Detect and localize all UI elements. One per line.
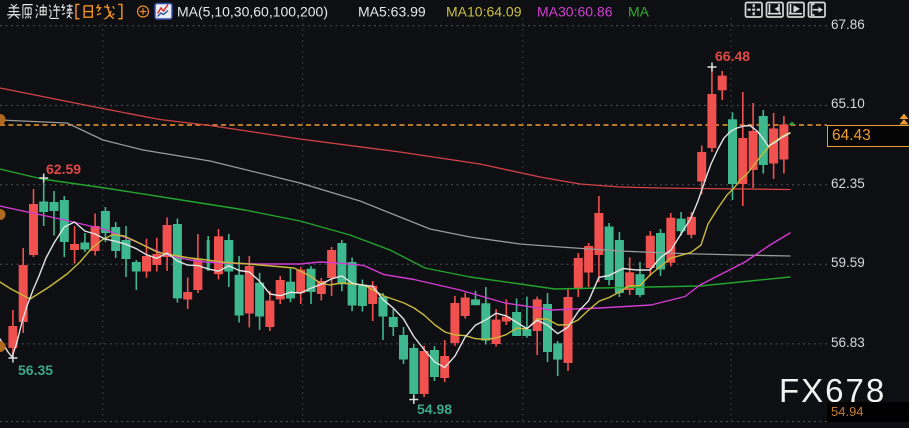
svg-text:MA: MA (628, 4, 650, 20)
svg-text:MA10:64.09: MA10:64.09 (446, 4, 522, 20)
svg-text:MA30:60.86: MA30:60.86 (537, 4, 613, 20)
svg-text:MA(5,10,30,60,100,200): MA(5,10,30,60,100,200) (177, 4, 328, 20)
svg-text:MA5:63.99: MA5:63.99 (358, 4, 426, 20)
